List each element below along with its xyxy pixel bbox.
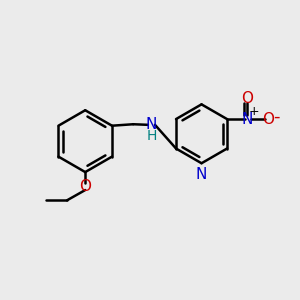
Text: O: O xyxy=(262,112,274,127)
Text: -: - xyxy=(273,108,280,126)
Text: O: O xyxy=(241,91,253,106)
Text: N: N xyxy=(196,167,207,182)
Text: H: H xyxy=(146,129,157,143)
Text: O: O xyxy=(79,179,91,194)
Text: N: N xyxy=(146,117,157,132)
Text: +: + xyxy=(248,105,259,118)
Text: N: N xyxy=(242,112,253,127)
